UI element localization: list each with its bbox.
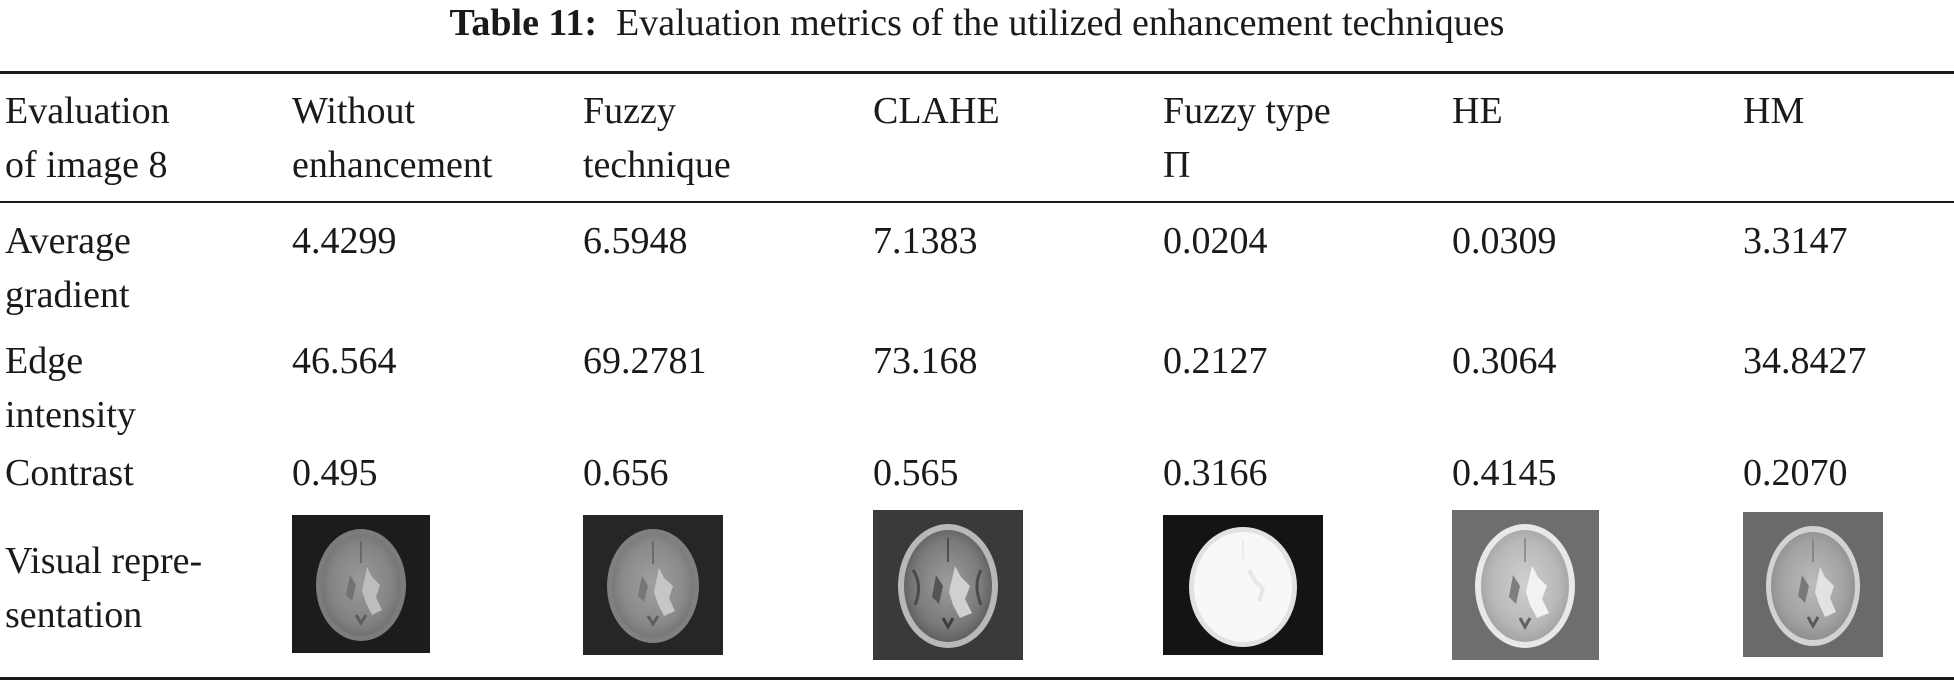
table-cell: 0.3166 [1163,452,1268,494]
table-cell: 0.2070 [1743,452,1848,494]
header-fuzzy-type-pi: Fuzzy type Π [1163,90,1331,186]
brain-mri-fuzzy-technique-image [583,515,723,655]
brain-mri-he-image [1452,510,1599,660]
table-cell: 6.5948 [583,220,688,262]
row-label-visual-representation: Visual repre-sentation [5,540,203,636]
table-cell: 0.656 [583,452,669,494]
header-evaluation: Evaluation of image 8 [5,90,170,186]
table-cell: 46.564 [292,340,397,382]
table-cell: 0.4145 [1452,452,1557,494]
header-fuzzy-technique: Fuzzy technique [583,90,731,186]
header-without-enhancement: Without enhancement [292,90,493,186]
row-label-contrast: Contrast [5,452,134,494]
table-caption-text: Evaluation metrics of the utilized enhan… [616,2,1505,44]
header-he: HE [1452,90,1503,132]
row-label-average-gradient: Average gradient [5,220,131,316]
table-cell: 0.3064 [1452,340,1557,382]
table-cell: 0.565 [873,452,959,494]
table-header-rule [0,201,1954,203]
table-cell: 0.2127 [1163,340,1268,382]
row-label-edge-intensity: Edge intensity [5,340,136,436]
table-cell: 73.168 [873,340,978,382]
table-cell: 0.0309 [1452,220,1557,262]
table-cell: 3.3147 [1743,220,1848,262]
table-top-rule [0,71,1954,74]
brain-mri-clahe-image [873,510,1023,660]
table-cell: 0.0204 [1163,220,1268,262]
table-bottom-rule [0,677,1954,680]
header-clahe: CLAHE [873,90,1000,132]
table-cell: 34.8427 [1743,340,1867,382]
table-cell: 0.495 [292,452,378,494]
brain-mri-without-enhancement-image [292,515,430,653]
table-caption-label: Table 11: [449,2,597,44]
table-cell: 7.1383 [873,220,978,262]
brain-mri-fuzzy-type-pi-image [1163,515,1323,655]
table-cell: 4.4299 [292,220,397,262]
table-caption: Table 11: Evaluation metrics of the util… [0,0,1954,50]
table-cell: 69.2781 [583,340,707,382]
header-hm: HM [1743,90,1805,132]
brain-mri-hm-image [1743,512,1883,657]
